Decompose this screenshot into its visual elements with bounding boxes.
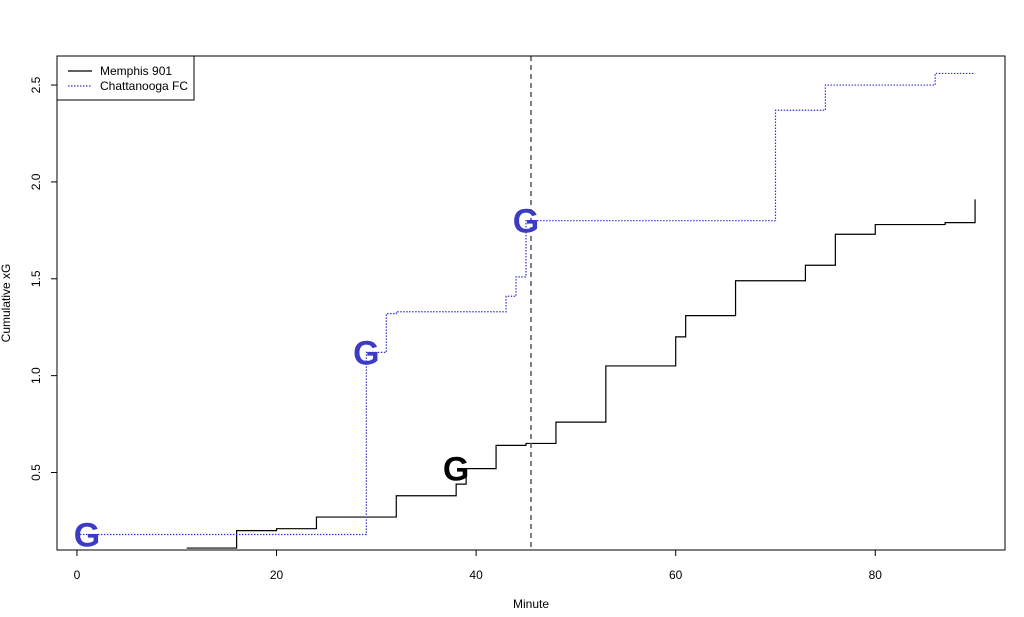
y-tick-label: 2.0 xyxy=(29,173,43,190)
y-axis-label: Cumulative xG xyxy=(0,264,13,343)
legend: Memphis 901 Chattanooga FC xyxy=(56,55,195,101)
y-tick-label: 1.5 xyxy=(29,270,43,287)
axes-layer: 0 20 40 60 80 0.5 1.0 1.5 2.0 2.5 xyxy=(29,76,882,582)
goal-marker: G xyxy=(443,451,469,489)
series-line-memphis-901 xyxy=(186,199,976,549)
goal-marker: G xyxy=(74,517,100,555)
goal-marker: G xyxy=(513,203,539,241)
x-tick-label: 0 xyxy=(74,568,81,582)
x-axis-label: Minute xyxy=(513,597,549,611)
y-tick-label: 1.0 xyxy=(29,367,43,384)
series-line-chattanooga-fc xyxy=(76,72,976,536)
y-tick-label: 0.5 xyxy=(29,464,43,481)
x-tick-label: 60 xyxy=(669,568,683,582)
plot-layer: G G G G xyxy=(74,56,976,555)
x-tick-label: 80 xyxy=(869,568,883,582)
x-tick-label: 40 xyxy=(469,568,483,582)
plot-border xyxy=(56,55,1006,551)
x-tick-label: 20 xyxy=(270,568,284,582)
y-tick-label: 2.5 xyxy=(29,76,43,93)
legend-label-chattanooga-fc: Chattanooga FC xyxy=(100,79,188,93)
goal-marker: G xyxy=(353,334,379,372)
legend-box xyxy=(56,55,195,101)
legend-label-memphis-901: Memphis 901 xyxy=(100,64,172,78)
